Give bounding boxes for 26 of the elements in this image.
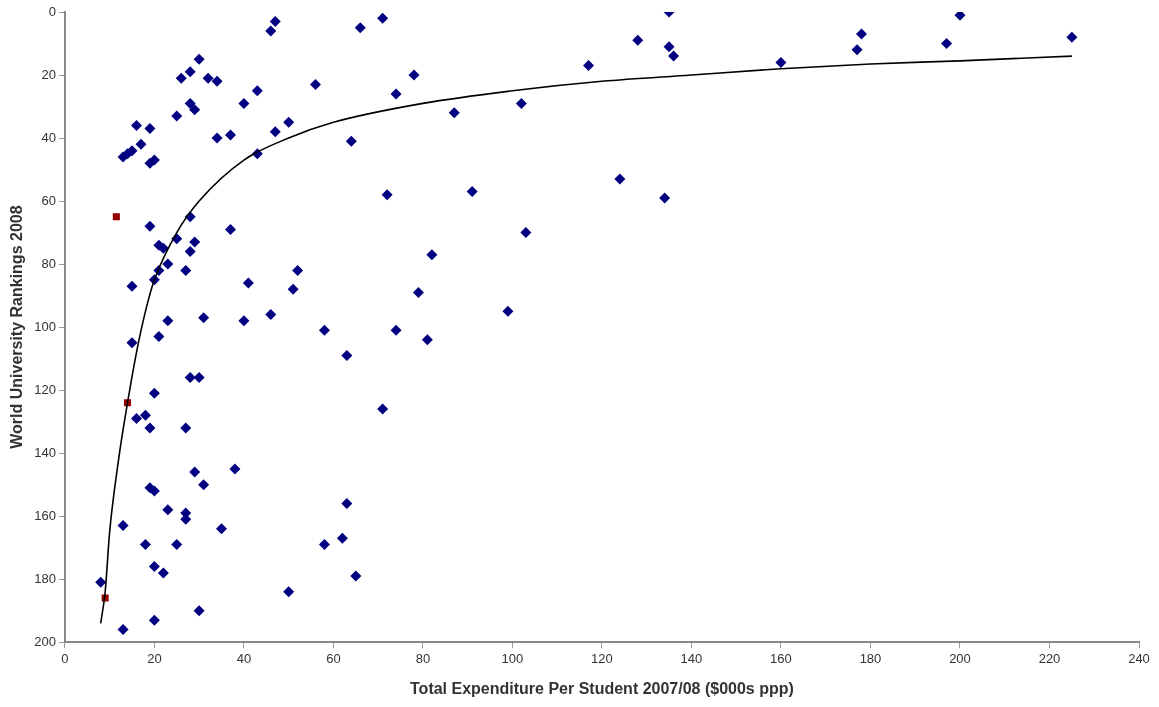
x-tick-label: 140 bbox=[680, 650, 703, 666]
y-tick-label: 0 bbox=[48, 3, 56, 19]
y-tick-label: 60 bbox=[41, 192, 56, 208]
x-tick-label: 20 bbox=[147, 650, 162, 666]
x-tick-label: 0 bbox=[61, 650, 69, 666]
x-tick-label: 40 bbox=[236, 650, 252, 666]
x-tick-label: 160 bbox=[770, 650, 792, 666]
x-tick-label: 120 bbox=[591, 650, 613, 666]
y-tick-label: 200 bbox=[34, 633, 56, 649]
x-tick-label: 100 bbox=[501, 650, 524, 666]
x-tick-label: 60 bbox=[326, 650, 341, 666]
y-tick-label: 180 bbox=[34, 570, 56, 586]
y-tick-label: 140 bbox=[34, 444, 56, 460]
y-tick-label: 160 bbox=[34, 507, 56, 523]
x-tick-label: 220 bbox=[1038, 650, 1061, 666]
y-tick-label: 80 bbox=[41, 255, 56, 271]
x-axis-title: Total Expenditure Per Student 2007/08 ($000s ppp) bbox=[410, 679, 794, 697]
x-tick-label: 180 bbox=[859, 650, 882, 666]
y-axis-title: World University Rankings 2008 bbox=[8, 205, 26, 449]
y-tick-label: 100 bbox=[34, 318, 56, 334]
x-tick-label: 200 bbox=[949, 650, 971, 666]
x-tick-label: 240 bbox=[1128, 650, 1150, 666]
y-tick-label: 40 bbox=[41, 129, 56, 145]
y-tick-label: 120 bbox=[34, 381, 56, 397]
y-tick-label: 20 bbox=[41, 66, 56, 82]
x-tick-label: 80 bbox=[415, 650, 431, 666]
